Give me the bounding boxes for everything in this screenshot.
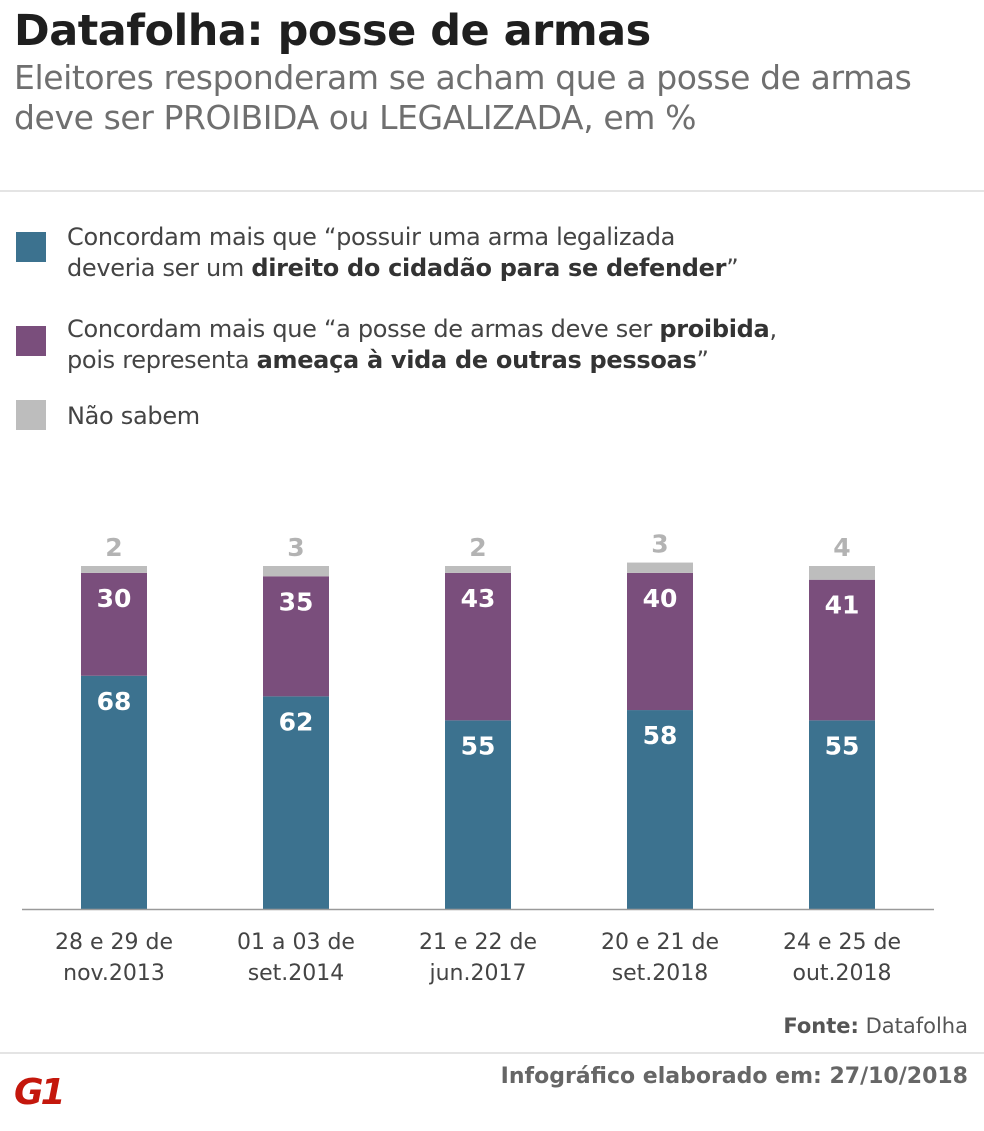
bar-nao-sabem-5 (809, 566, 875, 580)
bar-nao-sabem-3 (445, 566, 511, 573)
chart-subtitle: Eleitores responderam se acham que a pos… (14, 58, 912, 137)
data-label-legalizada-5: 55 (825, 731, 860, 760)
x-tick-label-4-line-2: set.2018 (612, 961, 709, 986)
data-label-nao-sabem-1: 2 (105, 533, 122, 562)
data-label-legalizada-3: 55 (461, 731, 496, 760)
bar-legalizada-1 (81, 675, 147, 909)
data-label-legalizada-1: 68 (97, 687, 132, 716)
bar-proibida-4 (627, 572, 693, 711)
data-label-nao-sabem-4: 3 (651, 530, 668, 559)
bar-legalizada-3 (445, 720, 511, 909)
data-label-nao-sabem-3: 2 (469, 533, 486, 562)
bar-legalizada-2 (263, 696, 329, 909)
legend-swatch-proibida (16, 326, 46, 356)
x-tick-label-5-line-1: 24 e 25 de (783, 930, 901, 955)
x-tick-label-2-line-2: set.2014 (248, 961, 345, 986)
data-label-proibida-2: 35 (279, 587, 314, 616)
data-label-proibida-5: 41 (825, 591, 860, 620)
data-label-proibida-4: 40 (643, 584, 678, 613)
bar-proibida-2 (263, 576, 329, 697)
credit-line: Infográfico elaborado em: 27/10/2018 (500, 1064, 968, 1089)
bar-nao-sabem-4 (627, 562, 693, 573)
bar-legalizada-5 (809, 720, 875, 909)
data-label-proibida-3: 43 (461, 584, 496, 613)
bottom-divider (0, 1052, 984, 1054)
data-label-nao-sabem-2: 3 (287, 533, 304, 562)
top-divider (0, 190, 984, 192)
x-tick-label-4-line-1: 20 e 21 de (601, 930, 719, 955)
bar-proibida-3 (445, 572, 511, 721)
x-tick-label-2-line-1: 01 a 03 de (237, 930, 355, 955)
legend-label-legalizada: Concordam mais que “possuir uma arma leg… (67, 223, 739, 282)
legend-swatch-nao-sabem (16, 400, 46, 430)
x-tick-label-3-line-1: 21 e 22 de (419, 930, 537, 955)
data-label-nao-sabem-5: 4 (833, 533, 850, 562)
x-tick-label-3-line-2: jun.2017 (429, 961, 527, 986)
bar-proibida-1 (81, 572, 147, 676)
legend-swatch-legalizada (16, 232, 46, 262)
chart-title: Datafolha: posse de armas (14, 6, 651, 56)
data-label-legalizada-4: 58 (643, 721, 678, 750)
legend-label-nao-sabem: Não sabem (67, 402, 200, 430)
bar-nao-sabem-1 (81, 566, 147, 573)
bar-legalizada-4 (627, 710, 693, 909)
bar-proibida-5 (809, 579, 875, 721)
source-note: Fonte: Datafolha (783, 1014, 968, 1038)
stacked-bar-chart: 68 30 2 28 e 29 de nov.2013 62 35 3 01 a 03 de se… (22, 530, 934, 986)
bar-nao-sabem-2 (263, 566, 329, 577)
legend-label-proibida: Concordam mais que “a posse de armas dev… (67, 315, 777, 374)
data-label-legalizada-2: 62 (279, 707, 314, 736)
x-tick-label-1-line-2: nov.2013 (63, 961, 165, 986)
x-tick-label-1-line-1: 28 e 29 de (55, 930, 173, 955)
x-tick-label-5-line-2: out.2018 (792, 961, 891, 986)
data-label-proibida-1: 30 (97, 584, 132, 613)
g1-logo: G1 (14, 1072, 66, 1113)
